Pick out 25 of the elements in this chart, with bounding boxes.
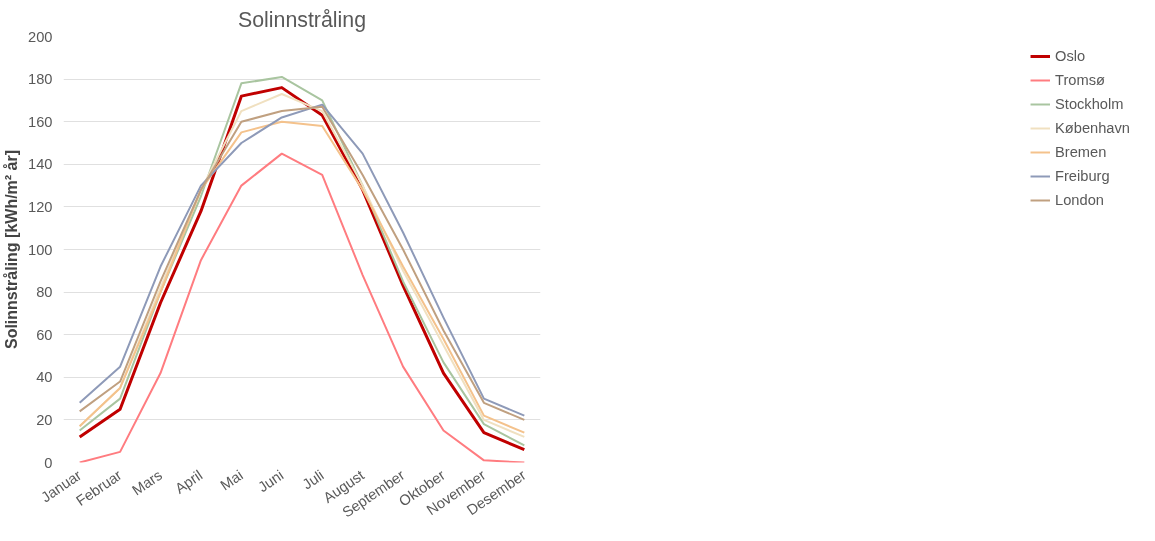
- y-tick-label: 80: [36, 284, 53, 301]
- legend-label: Oslo: [1055, 48, 1086, 64]
- y-tick-label: 60: [36, 326, 53, 343]
- x-tick-label: Juni: [255, 466, 287, 496]
- legend-label: Bremen: [1055, 144, 1107, 160]
- y-tick-label: 0: [44, 454, 53, 471]
- y-tick-label: 140: [28, 156, 53, 173]
- y-tick-label: 20: [36, 411, 53, 428]
- y-tick-label: 160: [28, 113, 53, 130]
- y-tick-label: 180: [28, 71, 53, 88]
- legend-label: London: [1055, 192, 1104, 208]
- legend-label: Tromsø: [1055, 72, 1105, 88]
- legend-label: Stockholm: [1055, 96, 1124, 112]
- legend-label: København: [1055, 120, 1130, 136]
- y-tick-label: 200: [28, 28, 53, 45]
- legend-label: Freiburg: [1055, 168, 1110, 184]
- y-axis-title: Solinnstråling [kWh/m² år]: [3, 149, 21, 350]
- y-tick-label: 120: [28, 198, 53, 215]
- y-tick-label: 40: [36, 369, 53, 386]
- line-series: [78, 152, 526, 463]
- x-tick-label: Mai: [217, 466, 246, 494]
- x-tick-label: Juli: [299, 466, 327, 493]
- y-tick-label: 100: [28, 241, 53, 258]
- chart-title: Solinnstråling: [237, 7, 367, 32]
- x-tick-label: Mars: [129, 466, 166, 499]
